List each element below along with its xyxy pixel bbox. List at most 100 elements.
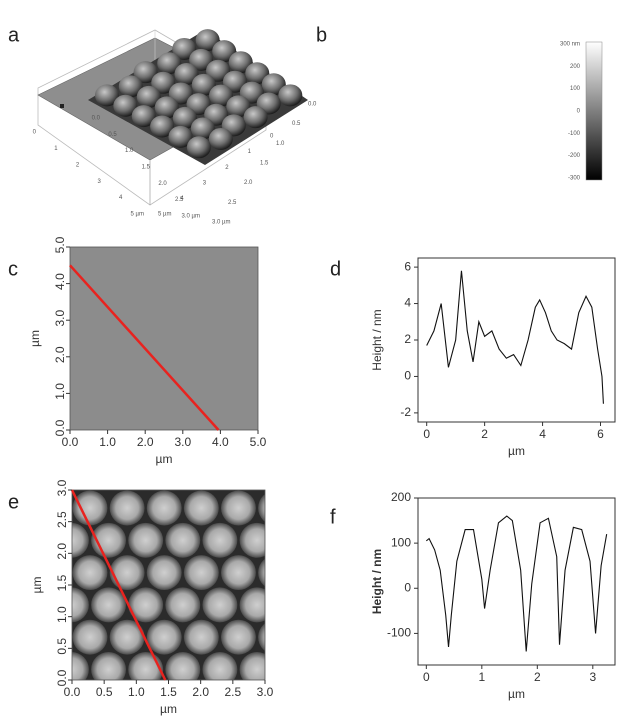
- sphere: [258, 558, 265, 587]
- sphere: [239, 522, 265, 558]
- sphere: [109, 555, 145, 591]
- bump: [151, 71, 176, 94]
- bump: [154, 96, 179, 119]
- axis-tick-label: 0.5: [292, 121, 301, 127]
- x-tick-label: 3.0: [174, 435, 191, 449]
- sphere: [295, 555, 330, 590]
- sphere: [295, 684, 330, 719]
- y-tick-label: 0.0: [55, 669, 69, 686]
- axis-tick-label: 3.0 µm: [212, 220, 230, 226]
- sphere: [128, 522, 164, 558]
- colorbar-label: 100: [570, 86, 581, 92]
- y-tick-label: 0.0: [53, 419, 67, 436]
- sphere: [202, 652, 238, 680]
- y-tick-label: 2.5: [55, 511, 69, 528]
- bump: [245, 62, 270, 85]
- y-tick-label: 4.0: [53, 273, 67, 290]
- panel-b: [88, 29, 308, 165]
- axis-tick-label: 2: [76, 162, 80, 168]
- bump: [222, 70, 247, 93]
- y-tick-label: 2.0: [55, 543, 69, 560]
- y-axis-label: Height / nm: [370, 549, 384, 614]
- bump: [131, 105, 156, 128]
- y-tick-label: -100: [387, 626, 411, 640]
- sphere: [146, 555, 182, 591]
- x-axis-label: µm: [160, 702, 177, 716]
- sphere: [72, 555, 108, 591]
- y-tick-label: 3.0: [55, 479, 69, 496]
- sphere: [258, 623, 265, 652]
- x-tick-label: 5.0: [250, 435, 267, 449]
- y-tick-label: 0: [404, 580, 411, 594]
- bump: [186, 136, 211, 159]
- bump: [113, 94, 138, 117]
- x-tick-label: 4.0: [212, 435, 229, 449]
- bump: [243, 106, 268, 129]
- panel-label: c: [8, 258, 18, 280]
- y-tick-label: 5.0: [53, 236, 67, 253]
- sphere: [72, 652, 89, 680]
- y-tick-label: 1.0: [53, 383, 67, 400]
- x-axis-label: µm: [156, 452, 173, 466]
- axis-tick-label: 2.5: [175, 197, 184, 203]
- sphere: [183, 619, 219, 655]
- axis-tick-label: 2.0: [244, 180, 253, 186]
- axis-tick-label: 4: [119, 195, 123, 201]
- axis-tick-label: 0: [33, 130, 37, 136]
- panel-label: b: [316, 24, 327, 46]
- sphere: [221, 490, 256, 526]
- panel-label: f: [330, 506, 336, 528]
- bump: [195, 29, 220, 52]
- y-tick-label: 0: [404, 369, 411, 383]
- sphere: [277, 523, 312, 558]
- axis-tick-label: 0.0: [308, 102, 317, 108]
- sphere: [72, 522, 89, 558]
- bump: [172, 106, 197, 129]
- bump: [212, 40, 237, 63]
- x-tick-label: 2.0: [137, 435, 154, 449]
- bump: [118, 75, 143, 98]
- sphere: [221, 619, 256, 655]
- sphere: [277, 652, 312, 687]
- sphere: [239, 652, 265, 680]
- y-axis-label: Height / nm: [370, 309, 384, 370]
- axis-tick-label: 0: [270, 134, 274, 140]
- sphere: [258, 494, 265, 522]
- sphere: [72, 587, 89, 623]
- y-axis-label: µm: [28, 330, 42, 347]
- axis-tick-label: 1.0: [125, 148, 134, 154]
- bump: [209, 84, 234, 107]
- x-tick-label: 2: [534, 670, 541, 684]
- sphere: [109, 619, 145, 655]
- colorbar-label: 300 nm: [560, 42, 580, 48]
- x-axis-label: µm: [508, 444, 525, 458]
- x-tick-label: 1: [478, 670, 485, 684]
- colorbar-label: -200: [568, 153, 581, 159]
- sphere: [314, 587, 349, 622]
- bump: [94, 84, 119, 107]
- y-tick-label: 200: [391, 490, 411, 504]
- bump: [208, 127, 233, 150]
- bump: [226, 95, 251, 118]
- bump: [278, 84, 303, 107]
- axis-tick-label: 4: [180, 196, 184, 202]
- sphere: [202, 522, 238, 558]
- y-tick-label: 6: [404, 259, 411, 273]
- bump: [261, 73, 286, 96]
- panel-label: d: [330, 258, 341, 280]
- panel-label: a: [8, 24, 20, 46]
- colorbar-label: -100: [568, 131, 581, 137]
- sphere: [91, 652, 126, 680]
- sphere: [239, 587, 265, 623]
- sphere: [165, 652, 201, 680]
- sphere: [91, 587, 127, 623]
- y-axis-label: µm: [30, 577, 44, 594]
- sphere: [295, 620, 330, 655]
- x-tick-label: 2.0: [192, 685, 209, 699]
- axis-tick-label: 2.5: [228, 200, 237, 206]
- bump: [190, 117, 215, 140]
- x-tick-label: 0: [423, 670, 430, 684]
- axis-tick-label: 3.0 µm: [182, 214, 200, 220]
- afm-image: [70, 247, 258, 430]
